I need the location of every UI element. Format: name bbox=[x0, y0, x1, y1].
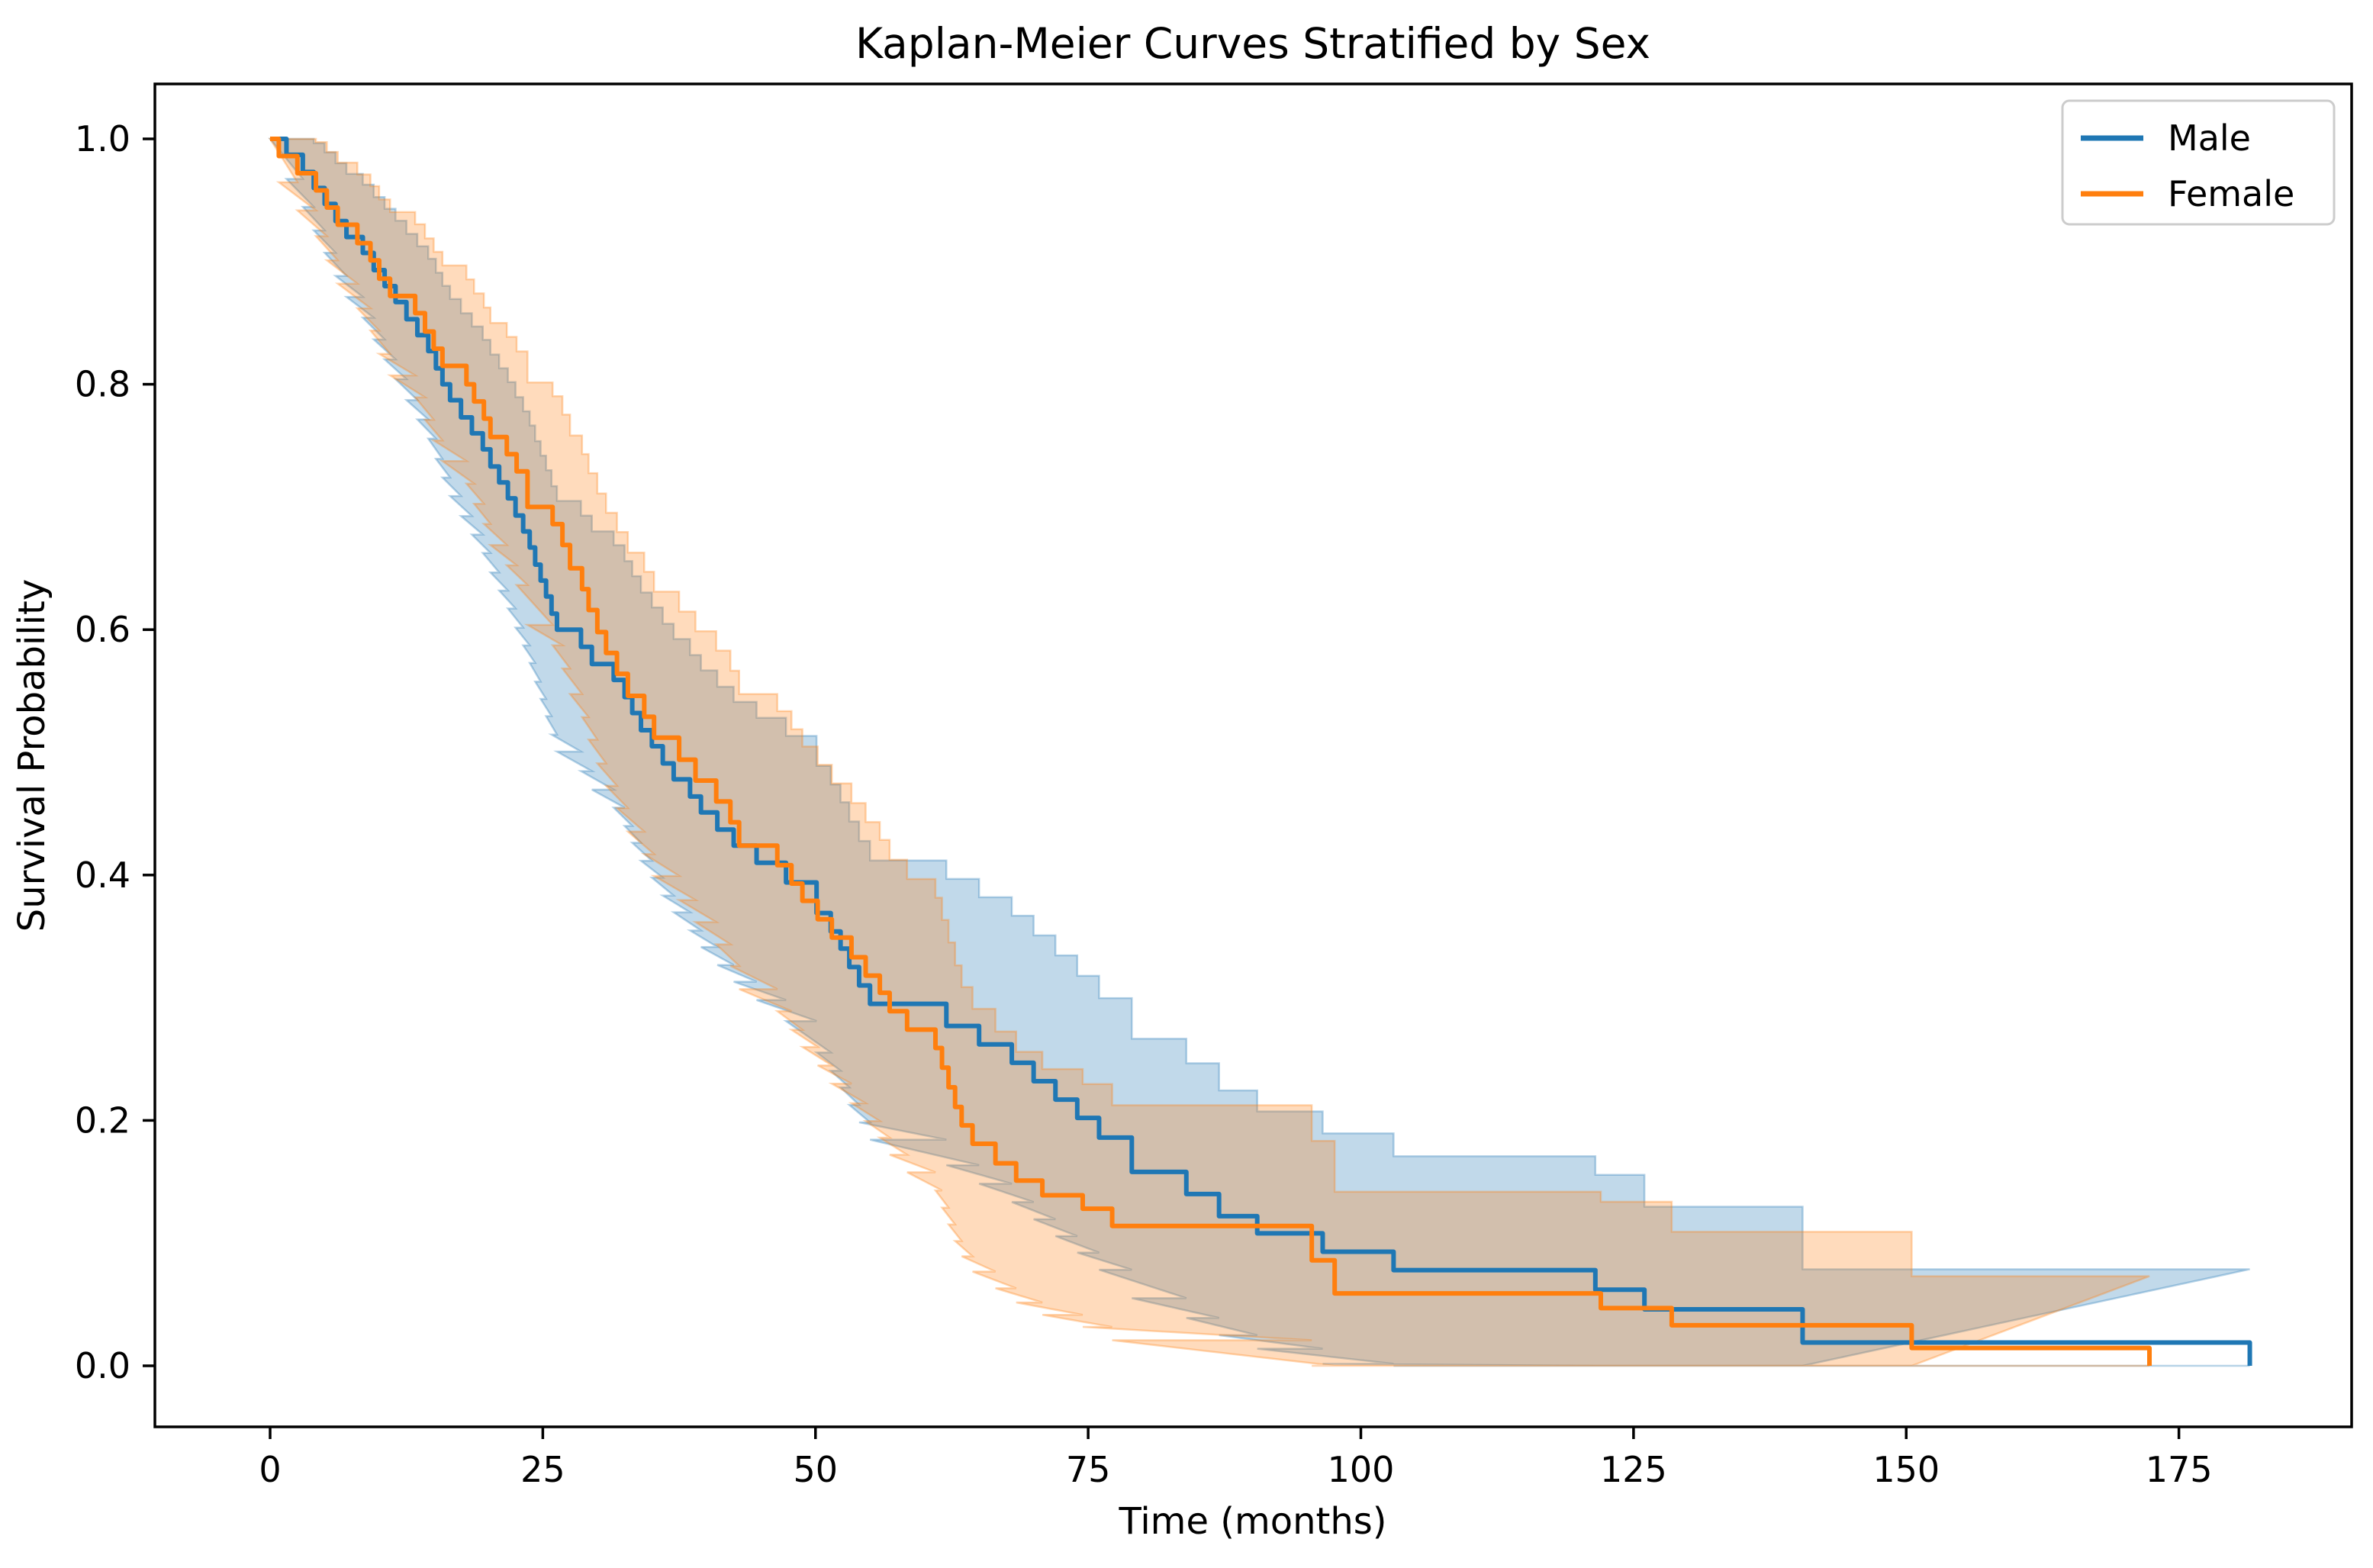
legend-label-female: Female bbox=[2168, 173, 2294, 214]
male-curve bbox=[270, 137, 2252, 1366]
legend: Male Female bbox=[2061, 99, 2336, 226]
x-axis-label: Time (months) bbox=[1119, 1500, 1387, 1543]
y-tick-label: 0.4 bbox=[75, 855, 130, 896]
x-tick-label: 25 bbox=[520, 1449, 565, 1490]
x-tick-label: 175 bbox=[2146, 1449, 2213, 1490]
y-tick-label: 0.8 bbox=[75, 364, 130, 405]
legend-label-male: Male bbox=[2168, 118, 2251, 159]
x-tick-label: 125 bbox=[1600, 1449, 1667, 1490]
female-curve bbox=[270, 137, 2152, 1366]
axes: 0 25 50 75 100 125 150 175 0.0 0.2 0.4 0.6 0.8 1.0 bbox=[75, 82, 2353, 1490]
chart-title: Kaplan-Meier Curves Stratified by Sex bbox=[855, 19, 1650, 68]
x-tick-label: 75 bbox=[1066, 1449, 1111, 1490]
y-tick-label: 0.0 bbox=[75, 1345, 130, 1386]
plot-border bbox=[153, 82, 2353, 1428]
survival-curves bbox=[270, 137, 2252, 1366]
y-tick-label: 0.6 bbox=[75, 609, 130, 650]
y-axis-label: Survival Probability bbox=[11, 579, 53, 932]
x-tick-label: 150 bbox=[1872, 1449, 1940, 1490]
y-tick-label: 0.2 bbox=[75, 1100, 130, 1141]
x-tick-label: 100 bbox=[1328, 1449, 1395, 1490]
x-tick-label: 50 bbox=[793, 1449, 838, 1490]
y-tick-label: 1.0 bbox=[75, 118, 130, 159]
x-tick-label: 0 bbox=[259, 1449, 281, 1490]
